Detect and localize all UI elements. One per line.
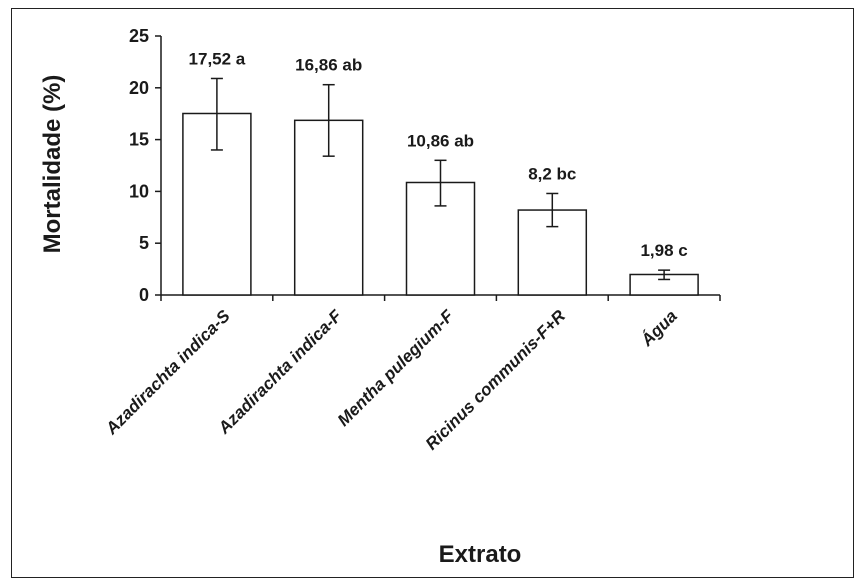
category-label: Azadirachta indica-F xyxy=(214,306,346,438)
y-tick-label: 25 xyxy=(129,26,149,46)
y-tick-label: 10 xyxy=(129,181,149,201)
data-label: 8,2 bc xyxy=(528,164,576,183)
data-label: 1,98 c xyxy=(640,241,687,260)
bars xyxy=(182,77,699,296)
category-label: Azadirachta indica-S xyxy=(101,306,234,439)
y-tick-label: 0 xyxy=(139,285,149,305)
y-tick-label: 5 xyxy=(139,233,149,253)
axes: 0 5 10 15 20 25 xyxy=(129,26,721,305)
y-axis-label: Mortalidade (%) xyxy=(39,75,66,254)
y-tick-label: 20 xyxy=(129,78,149,98)
data-label: 10,86 ab xyxy=(407,131,474,150)
category-label: Água xyxy=(637,306,681,350)
data-label: 16,86 ab xyxy=(295,56,362,75)
chart-frame: 0 5 10 15 20 25 17,52 a Azadirachta indica-S 16… xyxy=(11,8,854,578)
x-axis-label: Extrato xyxy=(439,541,522,568)
y-tick-label: 15 xyxy=(129,130,149,150)
bar-chart: 0 5 10 15 20 25 17,52 a Azadirachta indica-S 16… xyxy=(39,26,721,568)
category-label: Mentha pulegium-F xyxy=(334,306,458,430)
data-label: 17,52 a xyxy=(189,49,246,68)
